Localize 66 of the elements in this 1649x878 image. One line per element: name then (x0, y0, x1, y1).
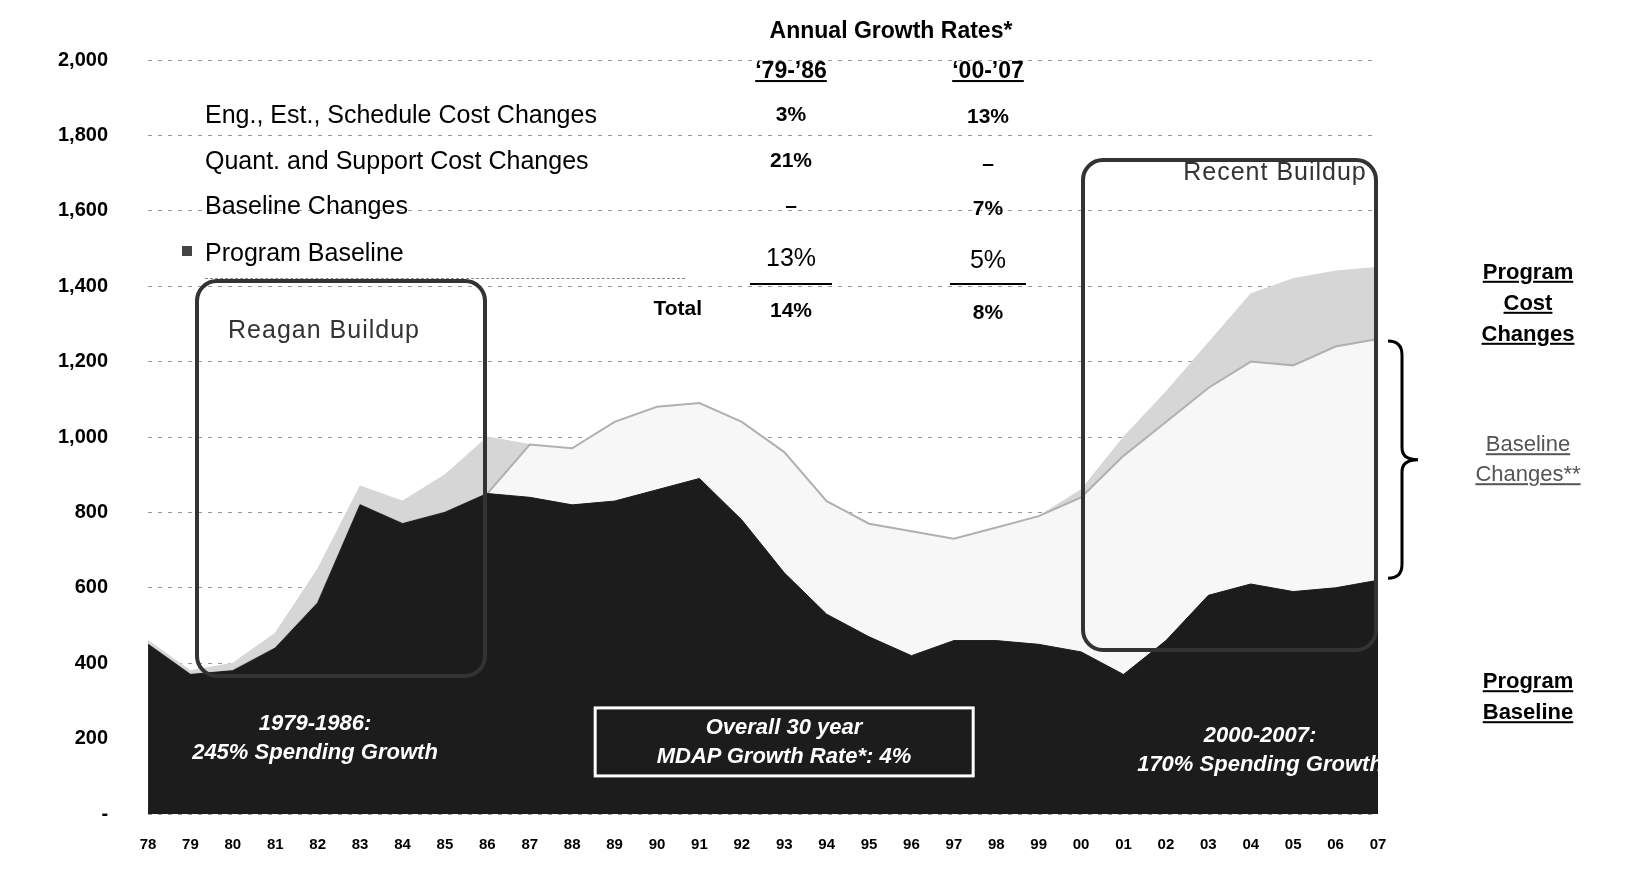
y-tick-label: 800 (74, 499, 109, 522)
annotation: 14% (769, 297, 813, 324)
x-tick-label: 89 (606, 835, 623, 853)
x-tick-label: 01 (1115, 835, 1132, 853)
x-tick-label: 07 (1369, 835, 1387, 853)
x-tick-label: 91 (691, 835, 708, 853)
annotation: ‘79-’86 (755, 56, 827, 86)
y-tick-label: 1,400 (57, 273, 109, 296)
x-tick-label: 99 (1030, 835, 1048, 853)
y-tick-label: 1,800 (57, 122, 109, 145)
text: Program Cost Changes (1480, 257, 1576, 348)
x-tick-label: 94 (818, 835, 836, 853)
x-tick-label: 88 (563, 835, 581, 853)
y-tick-label: - (101, 801, 109, 824)
x-tick-label: 96 (903, 835, 920, 853)
text: Program Baseline (1481, 667, 1575, 727)
text: Baseline Changes** (1474, 429, 1582, 489)
x-tick-label: 05 (1284, 835, 1302, 853)
annotation: 8% (972, 299, 1004, 326)
x-tick-label: 90 (648, 835, 666, 853)
annotation: 7% (972, 195, 1004, 222)
annotation: Total (653, 295, 702, 322)
x-tick-label: 86 (479, 835, 496, 853)
x-tick-label: 87 (521, 835, 539, 853)
y-tick-label: 1,000 (57, 424, 109, 447)
x-tick-label: 97 (945, 835, 963, 853)
annotation: Eng., Est., Schedule Cost Changes (205, 98, 597, 130)
x-tick-label: 80 (224, 835, 242, 853)
y-tick-label: 600 (74, 575, 109, 598)
x-tick-label: 79 (182, 835, 199, 853)
x-tick-label: 93 (775, 835, 793, 853)
x-tick-label: 02 (1157, 835, 1175, 853)
annotation: 5% (969, 243, 1007, 275)
x-tick-label: 83 (351, 835, 369, 853)
x-tick-label: 98 (987, 835, 1005, 853)
x-tick-label: 82 (309, 835, 327, 853)
annotation: Reagan Buildup (228, 313, 420, 345)
annotation: 13% (966, 103, 1010, 130)
x-tick-label: 00 (1072, 835, 1090, 853)
x-tick-label: 03 (1200, 835, 1217, 853)
annotation: 3% (775, 101, 807, 128)
annotation: – (982, 150, 994, 177)
x-tick-label: 95 (860, 835, 878, 853)
annotation: Recent Buildup (1183, 155, 1367, 187)
annotation: 21% (769, 147, 813, 174)
y-tick-label: 200 (74, 726, 109, 749)
x-tick-label: 84 (394, 835, 412, 853)
x-tick-label: 92 (733, 835, 751, 853)
annotation: 1979-1986: 245% Spending Growth (192, 709, 438, 766)
annotation: 13% (765, 241, 817, 273)
x-tick-label: 85 (436, 835, 454, 853)
y-tick-label: 1,200 (57, 349, 109, 372)
x-tick-label: 04 (1242, 835, 1260, 853)
x-tick-label: 06 (1327, 835, 1344, 853)
annotation: Program Baseline (205, 236, 404, 268)
y-tick-label: 1,600 (57, 198, 109, 221)
y-tick-label: 400 (74, 650, 109, 673)
annotation: ‘00-’07 (952, 56, 1024, 86)
annotation: Baseline Changes (205, 189, 408, 221)
x-tick-label: 78 (139, 835, 157, 853)
annotation: Quant. and Support Cost Changes (205, 144, 589, 176)
annotation: Overall 30 year MDAP Growth Rate*: 4% (593, 706, 975, 778)
y-tick-label: 2,000 (57, 47, 109, 70)
annotation: – (785, 192, 797, 219)
x-tick-label: 81 (266, 835, 284, 853)
text: Annual Growth Rates* (769, 16, 1013, 46)
